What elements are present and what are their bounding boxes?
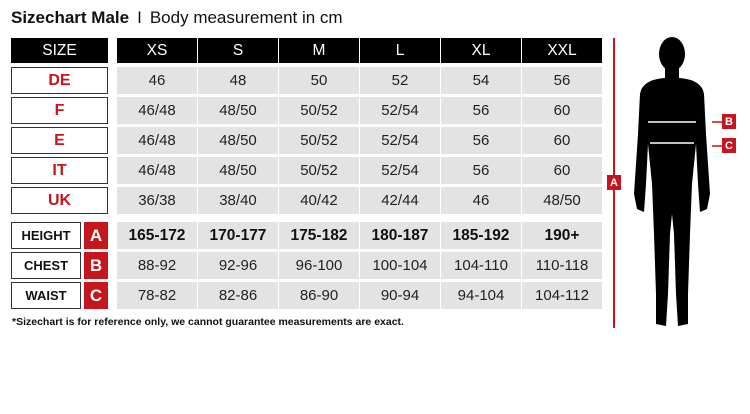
size-header-1: S xyxy=(198,38,278,63)
measurement-marker: A xyxy=(84,222,108,249)
size-header-2: M xyxy=(279,38,359,63)
measurement-cell: 175-182 xyxy=(279,222,359,249)
chest-marker: B xyxy=(722,114,736,129)
footnote: *Sizechart is for reference only, we can… xyxy=(12,316,404,328)
size-cell: 60 xyxy=(522,157,602,184)
measurement-cell: 104-112 xyxy=(522,282,602,309)
size-cell: 56 xyxy=(441,157,521,184)
size-cell: 48/50 xyxy=(198,127,278,154)
measurement-label: HEIGHT xyxy=(11,222,81,249)
size-cell: 56 xyxy=(441,127,521,154)
size-cell: 46/48 xyxy=(117,157,197,184)
size-cell: 56 xyxy=(522,67,602,94)
measurement-label: CHEST xyxy=(11,252,81,279)
measurement-cell: 88-92 xyxy=(117,252,197,279)
size-header-3: L xyxy=(360,38,440,63)
size-cell: 52/54 xyxy=(360,127,440,154)
waist-marker: C xyxy=(722,138,736,153)
size-cell: 46/48 xyxy=(117,97,197,124)
size-cell: 50 xyxy=(279,67,359,94)
measurement-cell: 86-90 xyxy=(279,282,359,309)
size-header-0: XS xyxy=(117,38,197,63)
size-cell: 42/44 xyxy=(360,187,440,214)
measurement-cell: 90-94 xyxy=(360,282,440,309)
size-cell: 50/52 xyxy=(279,97,359,124)
measurement-marker: B xyxy=(84,252,108,279)
page-title: Sizechart Male I Body measurement in cm xyxy=(11,8,343,28)
measurement-label: WAIST xyxy=(11,282,81,309)
size-cell: 36/38 xyxy=(117,187,197,214)
measurement-cell: 100-104 xyxy=(360,252,440,279)
measurement-cell: 82-86 xyxy=(198,282,278,309)
size-cell: 46 xyxy=(441,187,521,214)
measurement-cell: 92-96 xyxy=(198,252,278,279)
size-cell: 50/52 xyxy=(279,127,359,154)
measurement-cell: 165-172 xyxy=(117,222,197,249)
size-system-label: F xyxy=(11,97,108,124)
size-cell: 60 xyxy=(522,97,602,124)
size-system-label: UK xyxy=(11,187,108,214)
size-system-label: DE xyxy=(11,67,108,94)
measurement-cell: 94-104 xyxy=(441,282,521,309)
measurement-cell: 96-100 xyxy=(279,252,359,279)
size-cell: 48/50 xyxy=(198,157,278,184)
size-cell: 48/50 xyxy=(198,97,278,124)
measurement-cell: 170-177 xyxy=(198,222,278,249)
size-cell: 54 xyxy=(441,67,521,94)
size-cell: 52/54 xyxy=(360,97,440,124)
body-silhouette-figure xyxy=(634,37,722,326)
size-cell: 50/52 xyxy=(279,157,359,184)
size-cell: 48/50 xyxy=(522,187,602,214)
measurement-cell: 180-187 xyxy=(360,222,440,249)
measurement-cell: 104-110 xyxy=(441,252,521,279)
size-cell: 38/40 xyxy=(198,187,278,214)
size-system-label: IT xyxy=(11,157,108,184)
size-cell: 48 xyxy=(198,67,278,94)
title-subtitle: Body measurement in cm xyxy=(149,8,343,27)
size-header-5: XXL xyxy=(522,38,602,63)
size-system-label: E xyxy=(11,127,108,154)
size-cell: 60 xyxy=(522,127,602,154)
size-cell: 46/48 xyxy=(117,127,197,154)
size-cell: 52/54 xyxy=(360,157,440,184)
body-silhouette xyxy=(634,37,710,326)
measurement-cell: 185-192 xyxy=(441,222,521,249)
size-cell: 46 xyxy=(117,67,197,94)
size-cell: 56 xyxy=(441,97,521,124)
size-header: SIZE xyxy=(11,38,108,63)
measurement-cell: 110-118 xyxy=(522,252,602,279)
size-cell: 52 xyxy=(360,67,440,94)
measurement-cell: 78-82 xyxy=(117,282,197,309)
size-cell: 40/42 xyxy=(279,187,359,214)
height-marker: A xyxy=(607,175,621,190)
measurement-cell: 190+ xyxy=(522,222,602,249)
title-separator: I xyxy=(137,8,142,27)
title-bold: Sizechart Male xyxy=(11,8,130,27)
measurement-marker: C xyxy=(84,282,108,309)
size-header-4: XL xyxy=(441,38,521,63)
